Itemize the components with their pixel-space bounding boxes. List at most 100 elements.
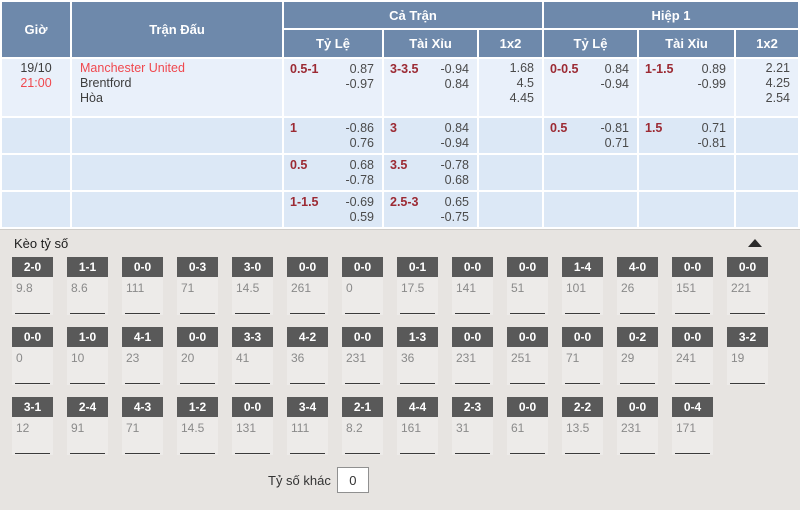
odds-value[interactable]: 2.54 (765, 91, 790, 105)
full-overunder-odds-cell[interactable]: 3-3.5 -0.94 0.84 (384, 59, 477, 116)
stake-input[interactable] (730, 303, 765, 314)
stake-input[interactable] (290, 443, 325, 454)
stake-input[interactable] (15, 303, 50, 314)
stake-input[interactable] (345, 303, 380, 314)
half-1x2-cell[interactable]: 2.21 4.25 2.54 (736, 59, 798, 116)
score-button[interactable]: 0-0 (727, 257, 768, 277)
score-button[interactable]: 0-0 (507, 397, 548, 417)
stake-input[interactable] (70, 443, 105, 454)
stake-input[interactable] (620, 303, 655, 314)
odds-value[interactable]: 0.76 (349, 136, 374, 150)
odds-value[interactable]: -0.99 (697, 77, 727, 91)
odds-value[interactable]: 0.84 (444, 121, 469, 135)
odds-value[interactable]: 0.59 (349, 210, 374, 224)
score-button[interactable]: 3-3 (232, 327, 273, 347)
stake-input[interactable] (565, 303, 600, 314)
stake-input[interactable] (15, 443, 50, 454)
stake-input[interactable] (180, 373, 215, 384)
odds-value[interactable]: 0.65 (444, 195, 469, 209)
score-button[interactable]: 0-0 (452, 327, 493, 347)
score-button[interactable]: 3-2 (727, 327, 768, 347)
odds-value[interactable]: 0.89 (701, 62, 726, 76)
collapse-arrow-icon[interactable] (748, 239, 762, 247)
score-button[interactable]: 0-0 (672, 257, 713, 277)
stake-input[interactable] (180, 303, 215, 314)
stake-input[interactable] (455, 443, 490, 454)
stake-input[interactable] (235, 443, 270, 454)
odds-value[interactable]: -0.81 (697, 136, 727, 150)
score-button[interactable]: 0-0 (342, 327, 383, 347)
score-button[interactable]: 2-0 (12, 257, 53, 277)
stake-input[interactable] (70, 303, 105, 314)
odds-value[interactable]: -0.69 (345, 195, 375, 209)
full-overunder-odds-cell[interactable]: 3.5 -0.78 0.68 (384, 155, 477, 190)
score-button[interactable]: 0-0 (342, 257, 383, 277)
stake-input[interactable] (455, 373, 490, 384)
score-button[interactable]: 0-0 (122, 257, 163, 277)
score-button[interactable]: 0-0 (672, 327, 713, 347)
odds-value[interactable]: -0.94 (440, 62, 470, 76)
stake-input[interactable] (125, 303, 160, 314)
stake-input[interactable] (400, 443, 435, 454)
score-button[interactable]: 4-1 (122, 327, 163, 347)
odds-value[interactable]: 4.5 (516, 76, 534, 90)
odds-value[interactable]: 0.68 (444, 173, 469, 187)
stake-input[interactable] (730, 373, 765, 384)
full-1x2-cell[interactable]: 1.68 4.5 4.45 (479, 59, 542, 116)
stake-input[interactable] (565, 373, 600, 384)
full-handicap-odds-cell[interactable]: 0.5-1 0.87 -0.97 (284, 59, 382, 116)
full-handicap-odds-cell[interactable]: 0.5 0.68 -0.78 (284, 155, 382, 190)
score-button[interactable]: 2-1 (342, 397, 383, 417)
odds-value[interactable]: 1.68 (509, 61, 534, 75)
full-overunder-odds-cell[interactable]: 2.5-3 0.65 -0.75 (384, 192, 477, 227)
odds-value[interactable]: -0.86 (345, 121, 375, 135)
stake-input[interactable] (675, 303, 710, 314)
score-button[interactable]: 3-4 (287, 397, 328, 417)
stake-input[interactable] (235, 303, 270, 314)
score-button[interactable]: 1-3 (397, 327, 438, 347)
half-handicap-odds-cell[interactable]: 0.5 -0.81 0.71 (544, 118, 637, 153)
stake-input[interactable] (510, 303, 545, 314)
score-button[interactable]: 0-0 (177, 327, 218, 347)
stake-input[interactable] (345, 373, 380, 384)
odds-value[interactable]: 4.45 (509, 91, 534, 105)
stake-input[interactable] (510, 443, 545, 454)
odds-value[interactable]: 4.25 (765, 76, 790, 90)
odds-value[interactable]: -0.97 (345, 77, 375, 91)
odds-value[interactable]: 2.21 (765, 61, 790, 75)
score-button[interactable]: 1-2 (177, 397, 218, 417)
odds-value[interactable]: -0.94 (600, 77, 630, 91)
score-button[interactable]: 0-1 (397, 257, 438, 277)
odds-value[interactable]: -0.81 (600, 121, 630, 135)
score-button[interactable]: 0-4 (672, 397, 713, 417)
score-button[interactable]: 4-4 (397, 397, 438, 417)
odds-value[interactable]: -0.78 (440, 158, 470, 172)
score-button[interactable]: 0-0 (452, 257, 493, 277)
score-button[interactable]: 0-0 (507, 327, 548, 347)
score-button[interactable]: 0-0 (12, 327, 53, 347)
stake-input[interactable] (675, 373, 710, 384)
score-button[interactable]: 0-0 (562, 327, 603, 347)
stake-input[interactable] (235, 373, 270, 384)
stake-input[interactable] (125, 373, 160, 384)
odds-value[interactable]: 0.71 (604, 136, 629, 150)
score-button[interactable]: 2-4 (67, 397, 108, 417)
half-overunder-odds-cell[interactable]: 1.5 0.71 -0.81 (639, 118, 734, 153)
stake-input[interactable] (290, 303, 325, 314)
score-button[interactable]: 0-0 (507, 257, 548, 277)
score-button[interactable]: 3-0 (232, 257, 273, 277)
stake-input[interactable] (620, 443, 655, 454)
odds-value[interactable]: -0.94 (440, 136, 470, 150)
stake-input[interactable] (125, 443, 160, 454)
other-score-input[interactable] (336, 467, 369, 493)
stake-input[interactable] (15, 373, 50, 384)
score-button[interactable]: 1-4 (562, 257, 603, 277)
odds-value[interactable]: 0.87 (349, 62, 374, 76)
stake-input[interactable] (345, 443, 380, 454)
score-button[interactable]: 0-0 (232, 397, 273, 417)
half-overunder-odds-cell[interactable]: 1-1.5 0.89 -0.99 (639, 59, 734, 116)
stake-input[interactable] (675, 443, 710, 454)
odds-value[interactable]: -0.75 (440, 210, 470, 224)
half-handicap-odds-cell[interactable]: 0-0.5 0.84 -0.94 (544, 59, 637, 116)
stake-input[interactable] (455, 303, 490, 314)
